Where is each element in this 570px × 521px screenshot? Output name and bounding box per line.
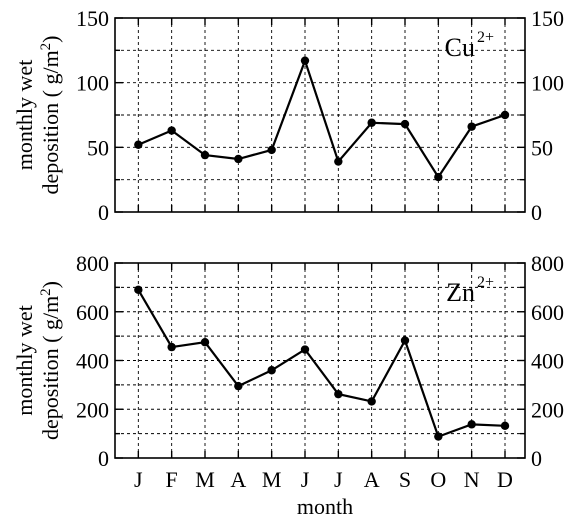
x-tick-label: S — [399, 467, 411, 492]
data-point — [167, 342, 176, 352]
data-point — [367, 118, 376, 127]
y-axis-title-line2: deposition ( g/m2) — [38, 35, 63, 194]
y-axis-title-line1: monthly wet — [12, 305, 37, 416]
ion-charge: 2+ — [477, 274, 494, 291]
y-tick-label-right: 50 — [531, 135, 553, 160]
y-tick-label-left: 800 — [76, 251, 109, 276]
y-tick-label-left: 200 — [76, 397, 109, 422]
data-point — [334, 389, 343, 399]
y-tick-label-right: 150 — [531, 6, 564, 31]
y-axis-title-line1: monthly wet — [12, 60, 37, 171]
x-tick-label: O — [430, 467, 446, 492]
series-line — [137, 57, 506, 180]
y-tick-label-left: 0 — [98, 446, 109, 471]
data-point — [200, 150, 210, 160]
y-tick-label-left: 100 — [76, 71, 109, 96]
ion-charge: 2+ — [477, 29, 494, 46]
y-tick-label-left: 400 — [76, 349, 109, 374]
y-tick-label-left: 50 — [87, 135, 109, 160]
data-point — [267, 145, 276, 155]
x-tick-label: M — [195, 467, 215, 492]
y-tick-label-left: 150 — [76, 6, 109, 31]
data-point — [434, 432, 443, 441]
y-tick-label-right: 400 — [531, 349, 564, 374]
data-point — [167, 126, 176, 135]
data-point — [500, 110, 510, 120]
y-tick-label-right: 800 — [531, 251, 564, 276]
data-point — [367, 397, 376, 406]
data-point — [400, 336, 410, 345]
data-point — [467, 420, 476, 429]
data-point — [500, 421, 510, 431]
data-point — [267, 366, 276, 375]
x-tick-label: F — [166, 467, 178, 492]
cu-panel: 0 0 50 50 100 100 150 150 Cu 2+ monthly wet deposit… — [12, 6, 564, 225]
zn-panel: 0 0 200 200 400 400 600 600 800 800 Zn 2+ monthly we… — [12, 251, 564, 471]
data-point — [200, 338, 210, 347]
ion-label: Cu — [445, 33, 475, 62]
data-point — [467, 122, 476, 131]
data-point — [400, 119, 410, 129]
data-point — [300, 56, 310, 65]
data-point — [234, 154, 243, 164]
y-tick-label-right: 0 — [531, 446, 542, 471]
y-tick-label-right: 100 — [531, 71, 564, 96]
series-line — [137, 289, 506, 439]
y-tick-label-left: 600 — [76, 300, 109, 325]
x-tick-label: N — [464, 467, 480, 492]
y-tick-label-right: 0 — [531, 200, 542, 225]
y-tick-label-right: 600 — [531, 300, 564, 325]
data-point — [334, 157, 343, 166]
y-tick-label-left: 0 — [98, 200, 109, 225]
x-tick-label: J — [334, 467, 343, 492]
x-axis-title: month — [297, 494, 353, 519]
x-tick-label: D — [497, 467, 513, 492]
data-point — [300, 345, 310, 354]
x-tick-label: M — [262, 467, 282, 492]
x-tick-label: J — [134, 467, 143, 492]
ion-label: Zn — [446, 278, 475, 307]
x-tick-label: J — [301, 467, 310, 492]
data-point — [134, 285, 143, 295]
y-axis-title-line2: deposition ( g/m2) — [38, 281, 63, 440]
data-point — [434, 172, 443, 182]
y-tick-label-right: 200 — [531, 397, 564, 422]
data-point — [134, 140, 143, 149]
x-tick-label: A — [364, 467, 380, 492]
x-tick-label: A — [230, 467, 246, 492]
data-point — [234, 381, 243, 391]
